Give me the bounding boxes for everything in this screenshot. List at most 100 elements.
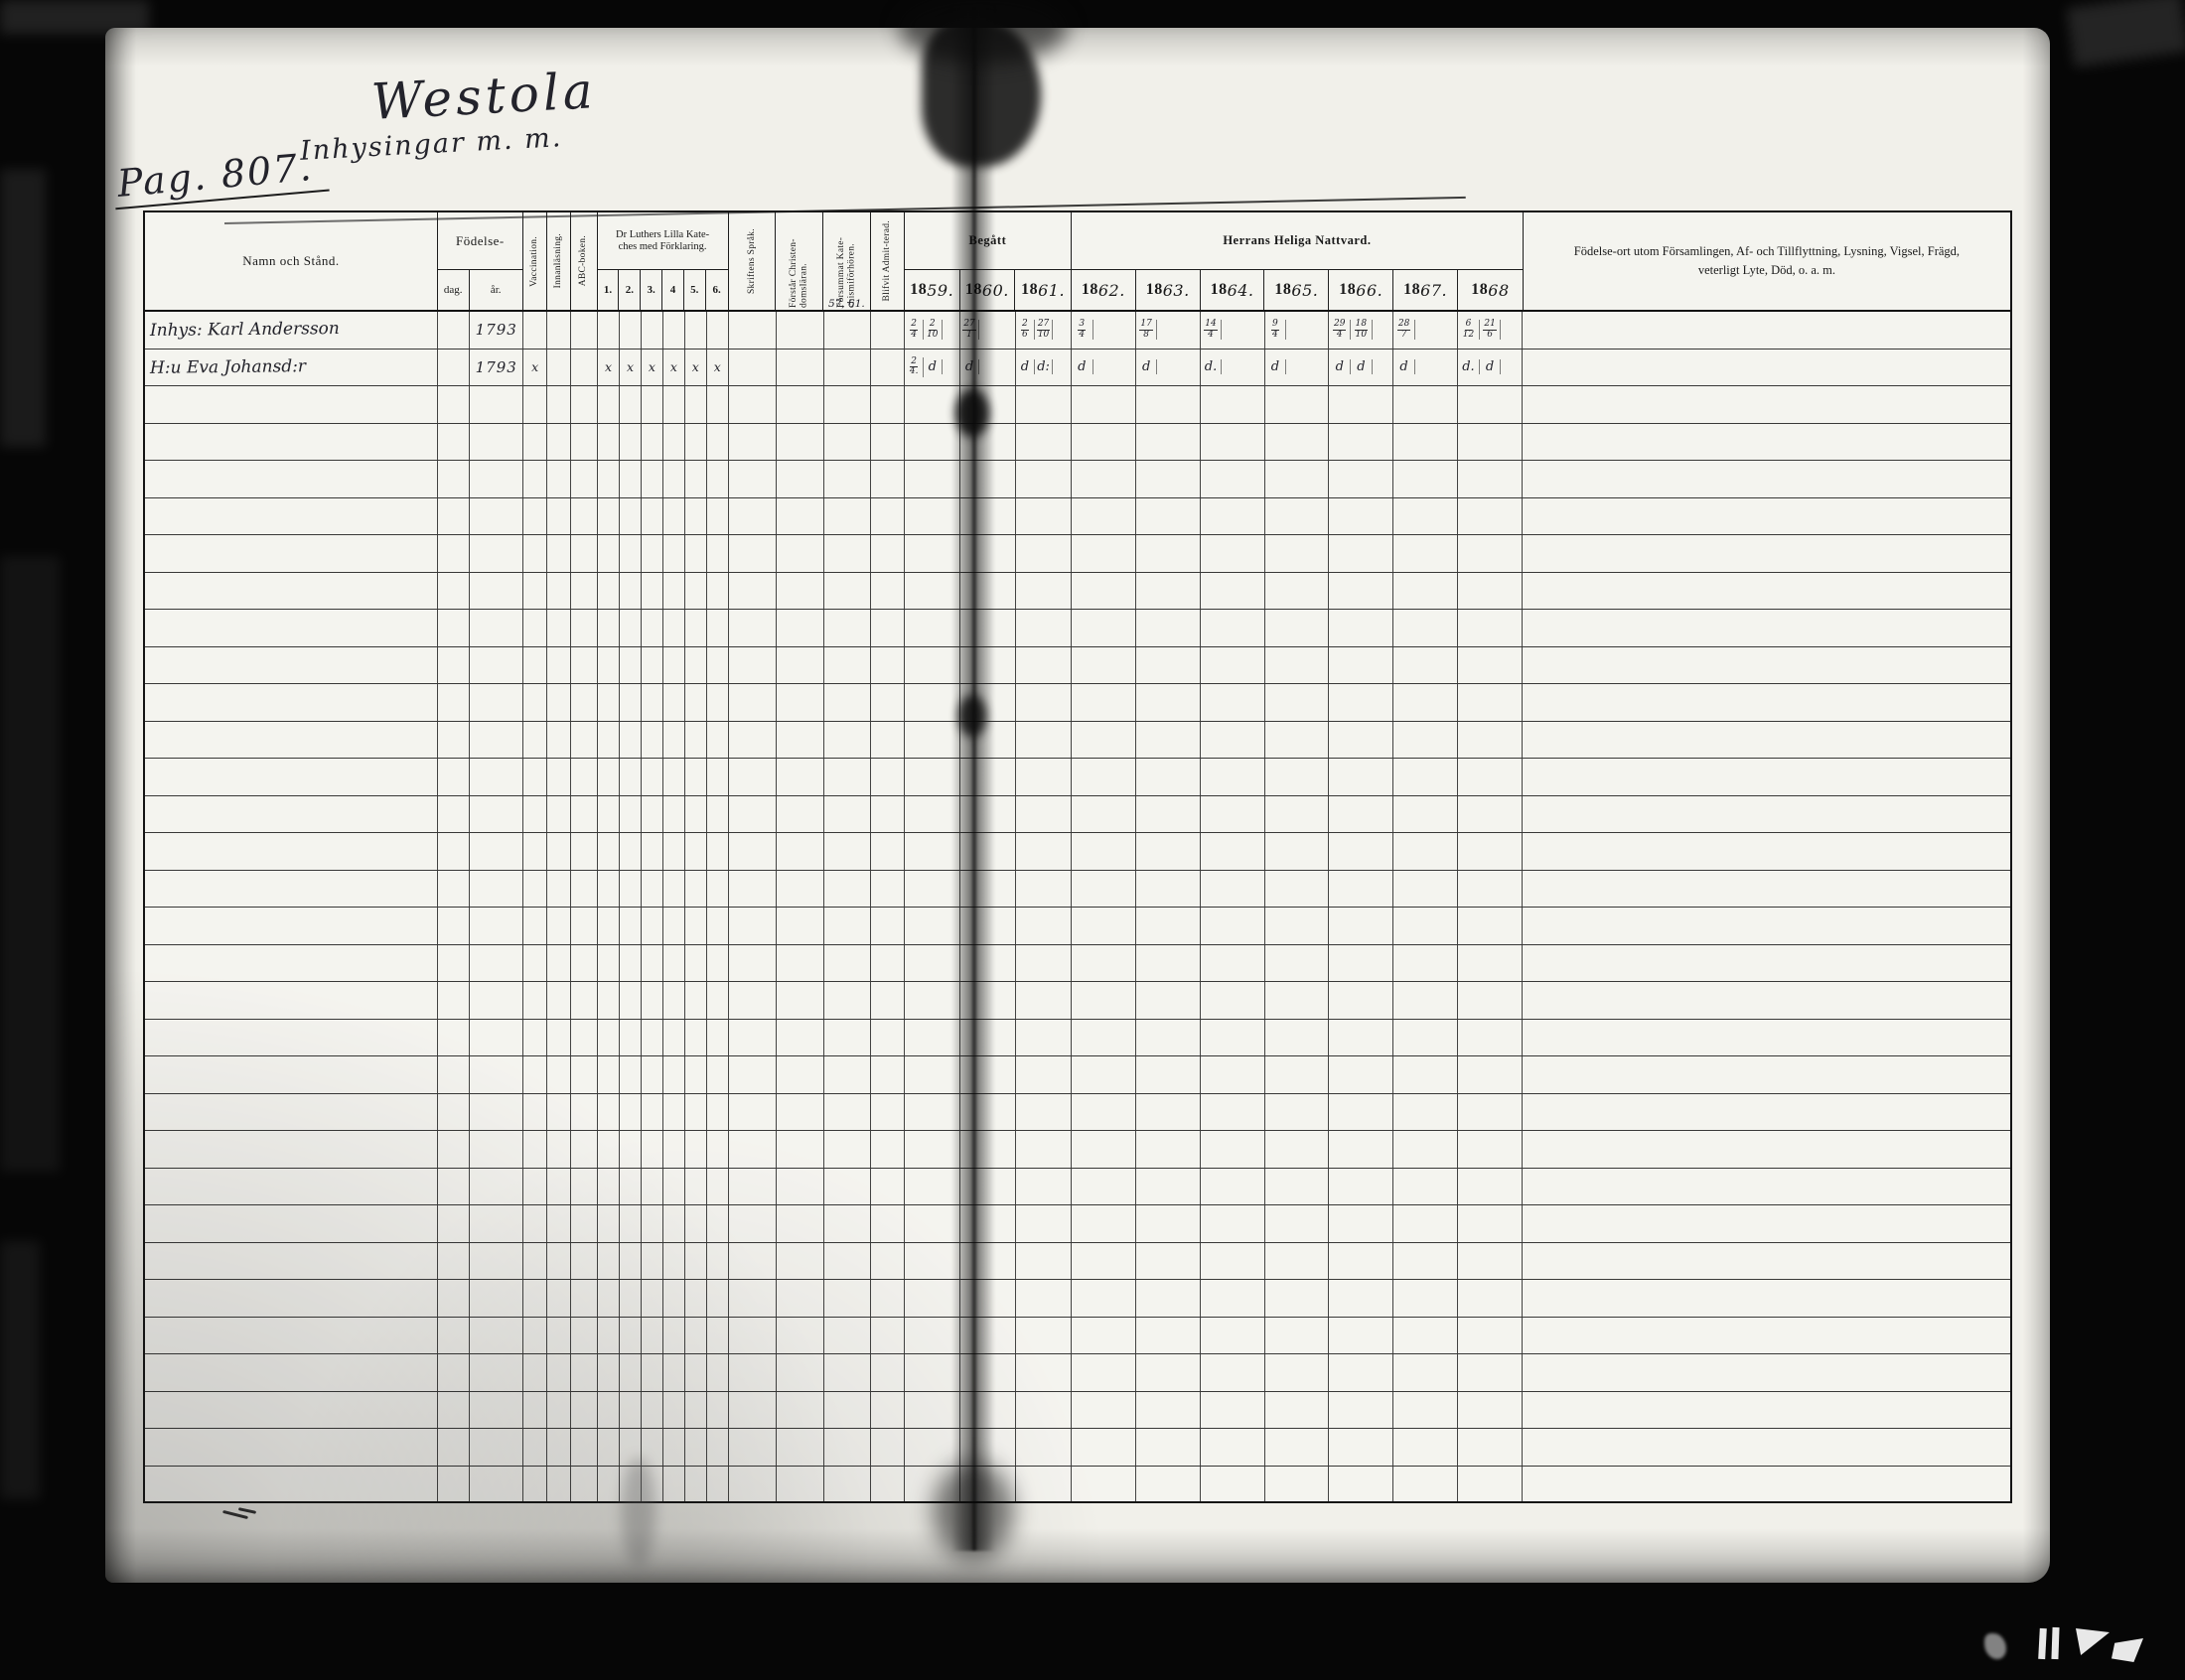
cell-innanlasning [547,1019,572,1055]
cell-year-3 [1072,759,1136,795]
cell-forstar [777,1242,824,1279]
cell-notes [1523,796,2010,833]
cell-blifvit-admitterad [871,759,906,795]
cell-name [145,1391,439,1428]
cell-forstar [777,1466,824,1503]
cell-birth-year [470,1019,524,1055]
cell-year-3 [1072,1429,1136,1466]
cell-year-2 [1016,795,1072,832]
cell-birth-day [438,982,471,1019]
ledger-table: Namn och Stånd. Födelse- dag. år. Vaccin… [143,210,2012,1503]
cell-katekes-2 [620,1093,642,1130]
cell-katekes-3 [642,1391,663,1428]
cell-vaccination [523,1280,548,1317]
cell-notes [1523,424,2010,461]
cell-year-3: d [1072,349,1136,385]
cell-year-7 [1329,610,1394,646]
cell-year-0 [905,423,961,460]
cell-year-9 [1458,1391,1523,1428]
cell-katekes-6 [707,1056,729,1093]
cell-katekes-4 [663,908,685,944]
cell-year-6 [1265,572,1330,609]
cell-katekes-5 [685,908,707,944]
cell-year-1 [960,1168,1017,1204]
cell-year-0 [905,1429,961,1466]
cell-abc-boken [571,423,599,460]
cell-birth-day [438,721,471,758]
scan-artifact [0,1241,40,1499]
cell-katekes-2 [620,1391,642,1428]
cell-birth-day [438,833,471,870]
cell-year-9 [1458,1466,1523,1503]
cell-year-5 [1201,684,1265,721]
cell-year-1 [960,1280,1017,1317]
cell-innanlasning [547,1317,572,1353]
cell-katekes-6 [707,1242,729,1279]
cell-katekes-6 [707,759,729,795]
cell-katekes-3 [642,721,663,758]
cell-katekes-3 [642,908,663,944]
cell-year-6 [1265,646,1330,683]
cell-year-7 [1329,1056,1394,1093]
cell-katekes-1 [598,759,620,795]
cell-katekes-1 [598,1131,620,1168]
cell-katekes-5 [685,870,707,907]
cell-year-0 [905,1205,961,1242]
cell-forsummat [824,461,872,497]
cell-vaccination [523,721,548,758]
cell-year-9 [1458,1168,1523,1204]
cell-katekes-2 [620,1429,642,1466]
cell-name [145,572,439,609]
cell-year-3 [1072,833,1136,870]
cell-abc-boken [571,1429,599,1466]
cell-year-9 [1458,1019,1523,1055]
year-subcell: 14 4 [1201,320,1223,341]
cell-katekes-4 [663,423,685,460]
cell-birth-year [470,646,524,683]
cell-forsummat [824,1354,872,1391]
header-katekes-group: Dr Luthers Lilla Kate- ches med Förklari… [597,212,729,310]
ledger-row: H:u Eva Johansd:r 1793 x x x x x x x 2 4. d d d d: d d d.… [145,349,2010,386]
cell-name [145,1056,439,1093]
cell-year-4 [1136,721,1201,758]
cell-year-5 [1201,1280,1265,1317]
cell-forsummat [824,1429,872,1466]
cell-skriftens-sprak [729,610,777,646]
cell-birth-day [438,944,471,981]
cell-vaccination [523,1168,548,1204]
handwritten-subtitle: Inhysingar m. m. [299,122,564,167]
ledger-row [145,1280,2010,1318]
film-mark [1984,1633,2006,1659]
cell-year-5 [1201,870,1265,907]
cell-katekes-1 [598,833,620,870]
ledger-row [145,610,2010,647]
cell-katekes-5 [685,759,707,795]
cell-blifvit-admitterad [871,1280,906,1317]
cell-skriftens-sprak [729,1280,777,1317]
cell-katekes-2 [620,684,642,721]
cell-skriftens-sprak [729,908,777,944]
cell-year-8: d [1393,349,1459,385]
cell-notes [1523,1020,2010,1056]
cell-year-0 [905,795,961,832]
year-subcell: d [960,359,979,375]
cell-birth-year [470,795,524,832]
cell-abc-boken [571,833,599,870]
cell-katekes-3 [642,1093,663,1130]
cell-vaccination [523,386,548,423]
cell-katekes-6 [707,1429,729,1466]
cell-katekes-3 [642,1056,663,1093]
cell-birth-day [438,1354,471,1391]
cell-katekes-6 [707,684,729,721]
cell-abc-boken [571,461,599,497]
ledger-row [145,1168,2010,1205]
cell-year-4 [1136,1280,1201,1317]
cell-notes [1523,1056,2010,1093]
cell-year-9 [1458,646,1523,683]
cell-katekes-6 [707,386,729,423]
cell-year-4 [1136,1093,1201,1130]
cell-name [145,1466,439,1503]
